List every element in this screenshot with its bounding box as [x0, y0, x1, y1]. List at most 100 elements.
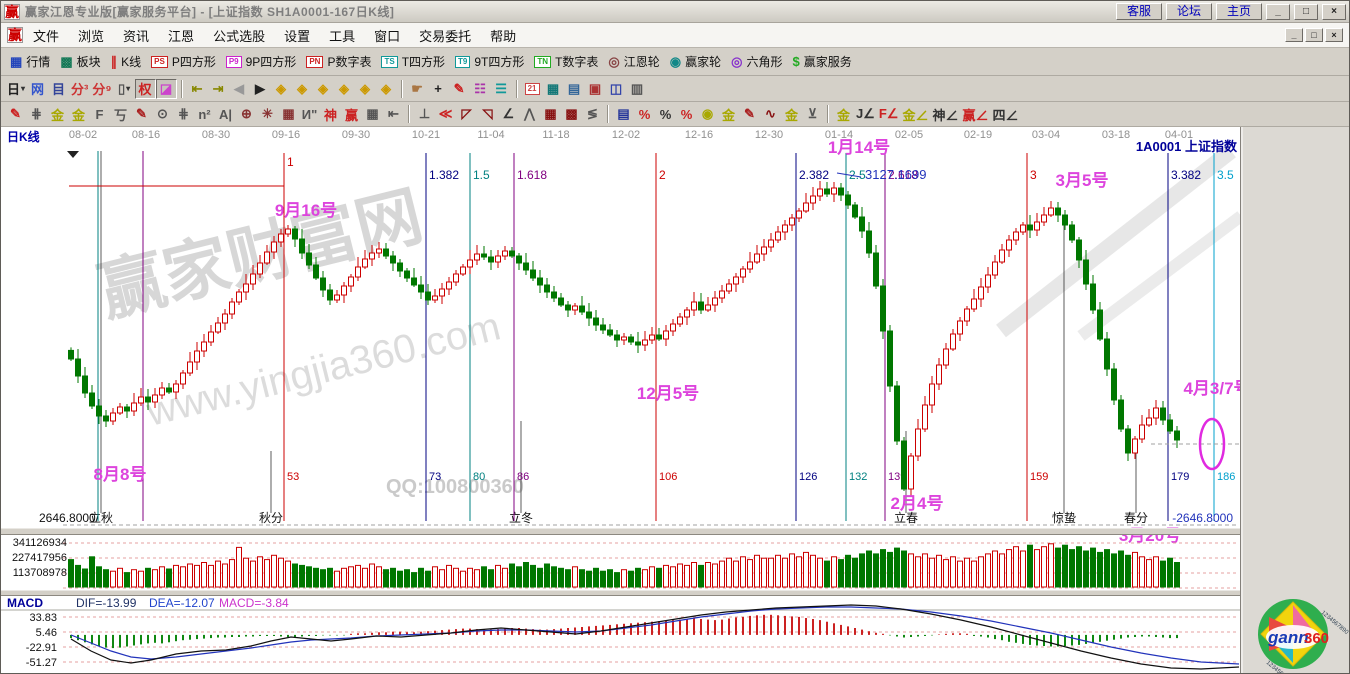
f-grid-icon[interactable]: F	[95, 106, 104, 122]
fan-box-2-icon[interactable]: ◹	[482, 106, 493, 121]
toolbar-button-P四方形[interactable]: PS P四方形	[146, 51, 221, 72]
crosshair-icon[interactable]: +	[434, 81, 442, 96]
menu-item-工具[interactable]: 工具	[329, 28, 356, 44]
gold-angle-2-icon[interactable]: 金∠	[902, 107, 929, 123]
ruler-2-icon[interactable]: ⋕	[178, 106, 189, 121]
gold-angle-icon[interactable]: 金	[836, 107, 850, 123]
scale-tool-icon[interactable]: ▤	[617, 106, 630, 121]
ying-angle-icon[interactable]: 赢∠	[962, 107, 989, 123]
print-icon[interactable]: ▥	[630, 80, 644, 96]
notepad-icon[interactable]: ▤	[567, 80, 581, 96]
toolbar-button-T数字表[interactable]: TN T数字表	[529, 51, 603, 72]
toolbar-button-T四方形[interactable]: TS T四方形	[376, 51, 450, 72]
fan-box-1-icon[interactable]: ◸	[461, 106, 472, 121]
color-chart-icon[interactable]: ◪	[155, 78, 177, 99]
gann-diamond-2-icon[interactable]: ◈	[297, 80, 308, 96]
toolbar-button-江恩轮[interactable]: ◎ 江恩轮	[608, 54, 660, 69]
wave-tool-icon[interactable]: ∿	[765, 106, 776, 121]
pen-2-icon[interactable]: ✎	[744, 106, 755, 121]
candle-style-icon[interactable]: ▯ ▾	[117, 80, 131, 96]
minute-9-icon[interactable]: 分⁹	[92, 82, 112, 97]
purple-grid-icon[interactable]: ☷	[474, 80, 486, 96]
label-tool-icon[interactable]: ✎	[453, 80, 465, 96]
gann-diamond-6-icon[interactable]: ◈	[381, 80, 392, 96]
menu-item-设置[interactable]: 设置	[284, 28, 311, 44]
info-list-icon[interactable]: 目	[52, 82, 66, 97]
child-minimize-button[interactable]: _	[1285, 28, 1303, 42]
toolbar-button-赢家服务[interactable]: $ 赢家服务	[792, 54, 852, 69]
menu-item-江恩[interactable]: 江恩	[168, 28, 195, 44]
wave-n-icon[interactable]: И"	[301, 106, 318, 122]
minute-3-icon[interactable]: 分³	[71, 82, 89, 97]
chart-canvas[interactable]: 赢家财富网 www.yingjia360.com QQ:100800360 08-02…	[1, 127, 1349, 673]
child-restore-button[interactable]: □	[1305, 28, 1323, 42]
f-angle-icon[interactable]: F∠	[878, 106, 899, 121]
restore-rights-icon[interactable]: 权	[134, 78, 156, 99]
toolbar-button-板块[interactable]: ▩ 板块	[60, 54, 101, 69]
hand-tool-icon[interactable]: ☛	[411, 80, 423, 96]
toolbar-button-9P四方形[interactable]: P9 9P四方形	[221, 51, 301, 72]
quick-button-论坛[interactable]: 论坛	[1165, 3, 1212, 20]
export-icon[interactable]: ◫	[609, 80, 623, 96]
grid-red-1-icon[interactable]: ▦	[544, 106, 557, 121]
four-angle-icon[interactable]: 四∠	[992, 107, 1019, 123]
toolbar-button-六角形[interactable]: ◎ 六角形	[731, 54, 783, 69]
grid-red-2-icon[interactable]: ▩	[565, 106, 578, 121]
box-grid-icon[interactable]: ▦	[282, 106, 295, 121]
measure-icon[interactable]: ⇤	[388, 106, 399, 121]
gold-grid-2-icon[interactable]: 金	[71, 107, 85, 123]
zigzag-icon[interactable]: ⋀	[524, 106, 535, 121]
ying-grid-icon[interactable]: 赢	[344, 107, 358, 123]
gann-diamond-3-icon[interactable]: ◈	[318, 80, 329, 96]
text-a-icon[interactable]: A|	[218, 106, 233, 122]
period-day-icon[interactable]: 日 ▾	[7, 82, 26, 97]
pencil-icon[interactable]: ✎	[10, 106, 21, 121]
star-wheel-icon[interactable]: ✳	[262, 106, 273, 121]
pillar-icon[interactable]: ⊥	[418, 106, 431, 121]
menu-item-帮助[interactable]: 帮助	[490, 28, 517, 44]
last-page-icon[interactable]: ⇥	[212, 80, 224, 96]
first-page-icon[interactable]: ⇤	[191, 80, 203, 96]
gold-grid-1-icon[interactable]: 金	[50, 107, 64, 123]
menu-item-交易委托[interactable]: 交易委托	[419, 28, 472, 44]
prev-icon[interactable]: ◀	[234, 80, 245, 96]
quick-button-主页[interactable]: 主页	[1215, 3, 1262, 20]
minimize-button[interactable]: _	[1266, 3, 1290, 20]
child-close-button[interactable]: ×	[1325, 28, 1343, 42]
toolbar-button-赢家轮[interactable]: ◉ 赢家轮	[669, 54, 722, 69]
toolbar-button-9T四方形[interactable]: T9 9T四方形	[450, 51, 529, 72]
angle-line-icon[interactable]: ∠	[502, 106, 515, 121]
circle-cross-icon[interactable]: ⊕	[241, 106, 252, 121]
gold-bands-icon[interactable]: 金	[784, 107, 798, 123]
gann-diamond-5-icon[interactable]: ◈	[360, 80, 371, 96]
gold-level-icon[interactable]: 金	[721, 107, 735, 123]
toolbar-button-行情[interactable]: ▦ 行情	[10, 54, 51, 69]
j-angle-icon[interactable]: J∠	[856, 106, 875, 121]
close-button[interactable]: ×	[1322, 3, 1346, 20]
pct-line-icon[interactable]: %	[680, 106, 693, 122]
brush-icon[interactable]: ✎	[136, 106, 147, 121]
teal-grid-icon[interactable]: ☰	[495, 80, 507, 96]
spiral-icon[interactable]: 丂	[113, 107, 127, 123]
parallel-icon[interactable]: ≶	[587, 106, 598, 121]
v-tool-icon[interactable]: ⊻	[807, 106, 818, 121]
gann-diamond-1-icon[interactable]: ◈	[276, 80, 287, 96]
menu-item-公式选股[interactable]: 公式选股	[213, 28, 266, 44]
overlay-icon[interactable]: 网	[31, 82, 45, 97]
fan-lines-icon[interactable]: ≪	[438, 106, 453, 121]
gold-circle-icon[interactable]: ◉	[701, 106, 714, 121]
menu-item-文件[interactable]: 文件	[33, 28, 60, 44]
gann-diamond-4-icon[interactable]: ◈	[339, 80, 350, 96]
restore-button[interactable]: □	[1294, 3, 1318, 20]
toolbar-button-K线[interactable]: ∥ K线	[110, 54, 142, 69]
quick-button-客服[interactable]: 客服	[1115, 3, 1162, 20]
shen-angle-icon[interactable]: 神∠	[932, 107, 959, 123]
shen-grid-icon[interactable]: 神	[323, 107, 337, 123]
menu-item-资讯[interactable]: 资讯	[123, 28, 150, 44]
toolbar-button-P数字表[interactable]: PN P数字表	[301, 51, 376, 72]
pct-strike-icon[interactable]: %	[638, 106, 651, 122]
calendar-21-icon[interactable]: 21	[522, 79, 543, 99]
time-circle-icon[interactable]: ⊙	[157, 106, 168, 121]
grid-2-icon[interactable]: ▦	[366, 106, 379, 121]
save-disk-icon[interactable]: ▣	[588, 80, 602, 96]
